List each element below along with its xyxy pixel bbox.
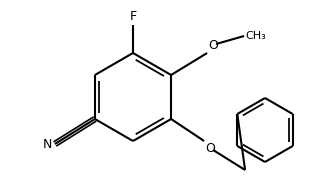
Text: O: O (208, 39, 218, 52)
Text: O: O (205, 142, 215, 155)
Text: F: F (129, 10, 136, 23)
Text: N: N (42, 139, 52, 152)
Text: CH₃: CH₃ (245, 31, 266, 41)
